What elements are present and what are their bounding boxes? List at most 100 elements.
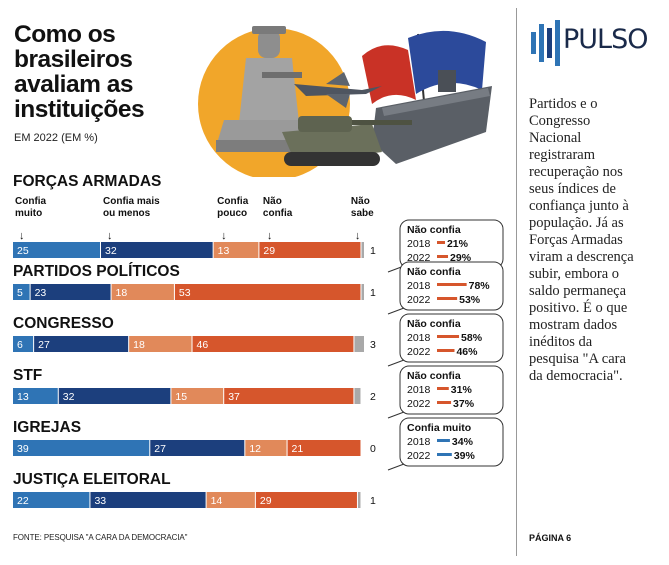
bar-value-label: 27 [154,443,166,455]
comparison-value: 53% [459,294,481,306]
bar-value-label: 29 [260,495,272,507]
bar-value-label: 14 [211,495,223,507]
institution-title: JUSTIÇA ELEITORAL [13,471,171,488]
bar-value-label: 25 [17,245,29,257]
column-arrow-4: ↓ [355,230,361,242]
bar-value-label: 1 [370,287,376,299]
comparison-year: 2018 [407,436,431,448]
comparison-bar [437,255,449,258]
comparison-value: 31% [451,384,473,396]
comparison-year: 2022 [407,252,431,264]
bar-value-label: 33 [94,495,106,507]
comparison-box-pointer [387,307,405,315]
bar-value-label: 32 [105,245,117,257]
bar-value-label: 3 [370,339,376,351]
column-header-0: Confia [15,196,47,207]
comparison-title: Não confia [407,266,461,278]
bar-segment [58,388,171,404]
column-arrow-3: ↓ [267,230,273,242]
column-arrow-2: ↓ [221,230,227,242]
bar-value-label: 12 [249,443,261,455]
pulso-brand: PULSO [563,24,648,55]
page-reference: PÁGINA 6 [529,533,572,543]
bar-segment [30,284,111,300]
bar-segment [34,336,129,352]
comparison-bar [437,453,452,456]
comparison-value: 46% [456,346,478,358]
comparison-year: 2018 [407,280,431,292]
institution-title: PARTIDOS POLÍTICOS [13,263,180,280]
bar-value-label: 5 [17,287,23,299]
column-header-1: ou menos [103,208,151,219]
comparison-year: 2018 [407,332,431,344]
bar-segment [111,284,174,300]
column-header-2: pouco [217,208,247,219]
comparison-title: Não confia [407,224,461,236]
institution-title: STF [13,367,42,384]
institutions-illustration [198,26,492,177]
bar-segment [255,492,357,508]
bar-segment [90,492,206,508]
comparison-bar [437,401,452,404]
institution-title: CONGRESSO [13,315,114,332]
comparison-box-pointer [387,463,405,471]
bar-segment [13,440,150,456]
comparison-year: 2018 [407,238,431,250]
bar-value-label: 0 [370,443,376,455]
bar-value-label: 15 [175,391,187,403]
bar-value-label: 29 [263,245,275,257]
column-header-4: Não [351,196,370,207]
bar-segment [13,336,34,352]
bar-segment [13,242,100,258]
comparison-value: 37% [453,398,475,410]
bar-segment [354,336,364,352]
bar-segment [287,440,361,456]
bar-value-label: 53 [179,287,191,299]
pulso-bars-icon [531,20,560,66]
comparison-box-pointer [387,359,405,367]
comparison-year: 2022 [407,398,431,410]
column-arrow-1: ↓ [107,230,113,242]
aircraft-carrier-icon [372,70,492,164]
bar-segment [361,242,364,258]
bar-segment [357,492,361,508]
bar-segment [171,388,224,404]
bar-value-label: 37 [228,391,240,403]
comparison-bar [437,283,467,286]
bar-segment [259,242,361,258]
bar-value-label: 1 [370,245,376,257]
comparison-year: 2022 [407,346,431,358]
comparison-title: Não confia [407,370,461,382]
comparison-value: 78% [469,280,491,292]
column-header-4: sabe [351,208,374,219]
comparison-bar [437,387,449,390]
bar-segment [206,492,255,508]
bar-segment [224,388,354,404]
comparison-value: 34% [452,436,474,448]
main-panel: Como os brasileiros avaliam as instituiç… [8,8,508,556]
bar-value-label: 39 [17,443,29,455]
bar-segment [13,388,58,404]
column-header-0: muito [15,208,42,219]
bar-segment [13,284,30,300]
comparison-bar [437,439,450,442]
column-header-2: Confia [217,196,249,207]
bar-value-label: 23 [35,287,47,299]
side-panel: PULSO Partidos e o Congresso Nacional re… [516,8,662,556]
bar-value-label: 32 [63,391,75,403]
bar-segment [245,440,287,456]
institution-title: FORÇAS ARMADAS [13,173,161,190]
comparison-bar [437,297,458,300]
comparison-value: 29% [450,252,472,264]
comparison-bar [437,335,460,338]
page-title: Como os brasileiros avaliam as instituiç… [14,21,145,123]
bar-value-label: 2 [370,391,376,403]
comparison-year: 2018 [407,384,431,396]
side-article-text: Partidos e o Congresso Nacional registra… [529,96,634,384]
bar-segment [354,388,361,404]
comparison-box [399,417,504,467]
comparison-title: Confia muito [407,422,471,434]
column-header-3: confia [263,208,293,219]
comparison-box [399,365,504,415]
